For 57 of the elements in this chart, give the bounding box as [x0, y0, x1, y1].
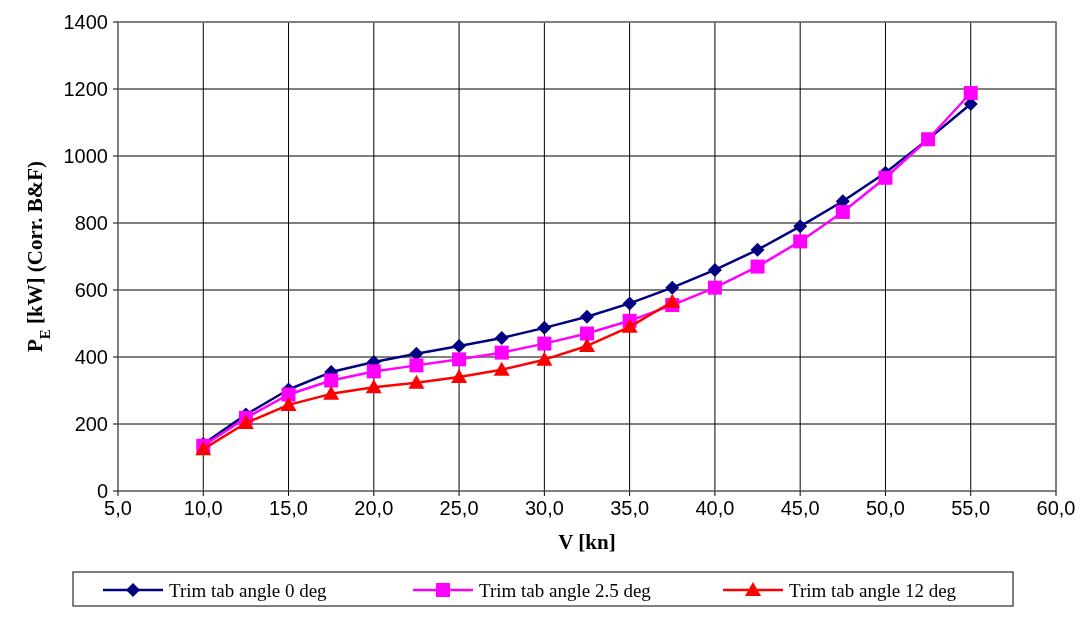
y-tick-label: 400	[74, 346, 108, 368]
y-tick-label: 600	[74, 279, 108, 301]
point	[494, 345, 509, 360]
point	[580, 309, 594, 324]
x-tick-label: 40,0	[695, 497, 735, 519]
point	[452, 338, 467, 353]
point	[537, 336, 552, 351]
y-tick-label: 1200	[63, 78, 108, 100]
point	[963, 86, 978, 101]
point	[536, 351, 553, 366]
point	[580, 326, 594, 341]
point	[622, 296, 637, 311]
point	[750, 259, 765, 274]
x-tick-label: 60,0	[1036, 497, 1076, 519]
x-tick-label: 15,0	[269, 497, 309, 519]
point	[452, 352, 467, 367]
x-tick-label: 55,0	[951, 497, 991, 519]
point	[664, 293, 681, 308]
point	[366, 364, 381, 379]
x-tick-label: 30,0	[524, 497, 564, 519]
legend-label: Trim tab angle 12 deg	[789, 580, 957, 601]
point	[537, 320, 552, 335]
point	[621, 318, 638, 333]
point	[579, 337, 595, 352]
x-tick-label: 10,0	[183, 497, 223, 519]
y-tick-label: 1000	[63, 145, 108, 167]
point	[409, 346, 424, 361]
legend-label: Trim tab angle 2.5 deg	[479, 580, 652, 601]
point	[793, 219, 808, 234]
point	[409, 358, 424, 373]
point	[494, 330, 509, 345]
point	[835, 204, 850, 219]
point	[451, 369, 468, 384]
point	[493, 361, 510, 376]
point	[793, 234, 808, 249]
y-tick-label: 800	[74, 212, 108, 234]
x-tick-label: 45,0	[780, 497, 820, 519]
x-tick-label: 20,0	[354, 497, 394, 519]
point	[878, 170, 893, 185]
point	[237, 415, 254, 429]
point	[324, 373, 339, 388]
point	[408, 374, 425, 389]
legend-label: Trim tab angle 0 deg	[169, 580, 328, 601]
x-axis-title: V [kn]	[558, 530, 616, 554]
x-tick-label: 35,0	[610, 497, 650, 519]
y-tick-label: 200	[74, 413, 108, 435]
point	[665, 280, 680, 295]
point	[323, 385, 340, 400]
x-tick-label: 25,0	[439, 497, 479, 519]
point	[280, 396, 297, 411]
point	[707, 280, 722, 295]
point	[750, 242, 765, 257]
point	[365, 379, 382, 394]
point	[281, 387, 296, 402]
y-tick-label: 1400	[63, 11, 108, 33]
x-tick-label: 50,0	[865, 497, 905, 519]
point	[707, 262, 722, 277]
